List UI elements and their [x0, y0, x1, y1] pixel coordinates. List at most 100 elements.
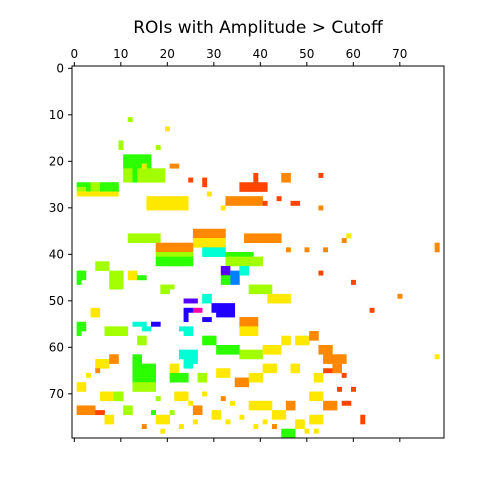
heatmap-cell: [146, 326, 152, 332]
heatmap-cell: [225, 252, 231, 257]
heatmap-cell: [188, 242, 194, 248]
heatmap-cell: [132, 163, 138, 169]
heatmap-cell: [178, 200, 184, 206]
heatmap-cell: [165, 289, 170, 295]
heatmap-cell: [76, 186, 82, 192]
heatmap-cell: [244, 321, 249, 327]
heatmap-cell: [206, 335, 212, 341]
heatmap-cell: [132, 386, 138, 392]
heatmap-cell: [239, 256, 245, 262]
heatmap-cell: [271, 363, 277, 369]
heatmap-cell: [85, 372, 91, 378]
heatmap-cell: [113, 284, 119, 290]
heatmap-cell: [206, 247, 212, 253]
heatmap-cell: [109, 186, 115, 192]
heatmap-cell: [206, 252, 212, 257]
heatmap-cell: [248, 349, 254, 355]
heatmap-cell: [160, 419, 166, 425]
heatmap-cell: [225, 307, 231, 313]
heatmap-cell: [113, 182, 119, 188]
heatmap-cell: [295, 368, 301, 374]
heatmap-cell: [160, 196, 166, 202]
heatmap-cell: [90, 307, 96, 313]
heatmap-cell: [178, 205, 184, 211]
heatmap-cell: [132, 233, 138, 239]
heatmap-cell: [239, 182, 245, 188]
heatmap-cell: [76, 275, 82, 281]
heatmap-cell: [141, 368, 147, 374]
heatmap-cell: [197, 372, 203, 378]
heatmap-cell: [216, 242, 222, 248]
heatmap-cell: [258, 182, 263, 188]
heatmap-cell: [216, 410, 222, 416]
heatmap-cell: [248, 200, 254, 206]
heatmap-cell: [220, 270, 226, 276]
heatmap-cell: [216, 345, 222, 350]
heatmap-cell: [202, 238, 208, 243]
heatmap-cell: [137, 377, 143, 383]
heatmap-cell: [146, 205, 152, 211]
heatmap-cell: [239, 317, 245, 323]
heatmap-cell: [248, 377, 254, 383]
heatmap-cell: [178, 424, 184, 429]
heatmap-cell: [183, 377, 189, 383]
heatmap-cell: [323, 247, 329, 253]
heatmap-cell: [230, 349, 236, 355]
heatmap-cell: [192, 242, 198, 248]
heatmap-cell: [160, 252, 166, 257]
heatmap-cell: [123, 163, 129, 169]
heatmap-cell: [174, 252, 180, 257]
heatmap-cell: [183, 205, 189, 211]
heatmap-cell: [109, 396, 115, 402]
heatmap-cell: [188, 177, 194, 183]
heatmap-cell: [118, 145, 124, 150]
heatmap-cell: [104, 265, 110, 271]
heatmap-cell: [90, 186, 96, 192]
heatmap-cell: [183, 391, 189, 397]
heatmap-cell: [146, 154, 152, 160]
heatmap-cell: [323, 345, 329, 350]
heatmap-cell: [262, 419, 268, 425]
heatmap-cell: [197, 307, 203, 313]
heatmap-cell: [104, 363, 110, 369]
heatmap-cell: [123, 177, 129, 183]
heatmap-cell: [123, 154, 129, 160]
heatmap-cell: [244, 382, 249, 388]
heatmap-cell: [211, 307, 217, 313]
heatmap-cell: [318, 391, 324, 397]
heatmap-cell: [132, 372, 138, 378]
heatmap-cell: [151, 372, 156, 378]
heatmap-cell: [267, 345, 273, 350]
heatmap-cell: [281, 335, 287, 341]
heatmap-cell: [262, 289, 268, 295]
heatmap-cell: [151, 321, 156, 327]
heatmap-cell: [281, 293, 287, 299]
heatmap-cell: [234, 270, 240, 276]
chart-title: ROIs with Amplitude > Cutoff: [133, 18, 384, 38]
heatmap-cell: [174, 163, 180, 169]
heatmap-cell: [258, 405, 263, 411]
heatmap-cell: [118, 279, 124, 285]
heatmap-cell: [178, 391, 184, 397]
heatmap-cell: [141, 163, 147, 169]
heatmap-cell: [271, 238, 277, 243]
y-tick-label: 60: [49, 340, 64, 354]
heatmap-cell: [234, 200, 240, 206]
heatmap-cell: [169, 284, 175, 290]
heatmap-cell: [174, 368, 180, 374]
heatmap-cell: [248, 289, 254, 295]
heatmap-cell: [99, 265, 105, 271]
heatmap-cell: [160, 168, 166, 174]
x-tick-label: 20: [160, 47, 175, 61]
heatmap-cell: [165, 261, 170, 267]
heatmap-cell: [211, 340, 217, 346]
heatmap-cell: [85, 186, 91, 192]
heatmap-cell: [244, 200, 249, 206]
heatmap-cell: [285, 340, 291, 346]
heatmap-cell: [95, 363, 101, 369]
heatmap-cell: [132, 382, 138, 388]
heatmap-cell: [146, 168, 152, 174]
heatmap-cell: [244, 196, 249, 202]
heatmap-cell: [160, 289, 166, 295]
heatmap-cell: [178, 349, 184, 355]
